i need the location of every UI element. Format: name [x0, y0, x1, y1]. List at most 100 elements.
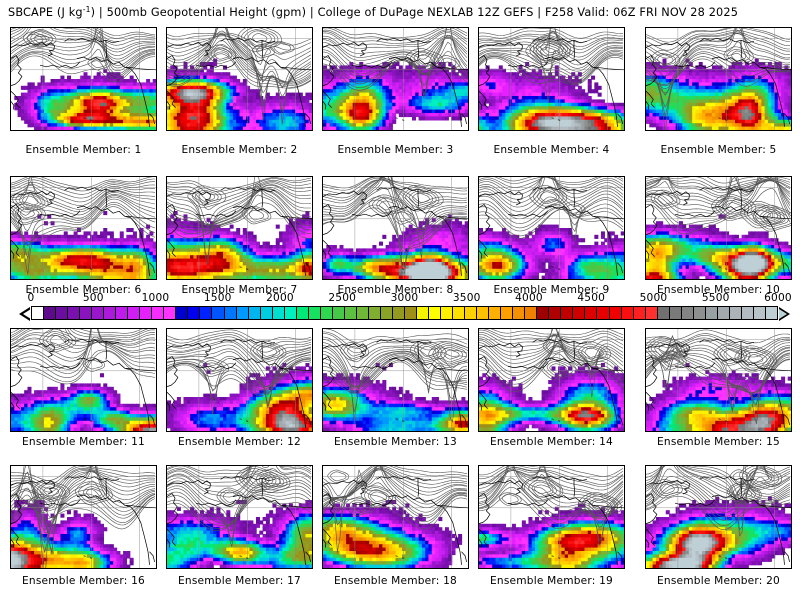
ensemble-panel-14[interactable]: Ensemble Member: 14: [478, 328, 625, 452]
colorbar-tick-3500: 3500: [452, 292, 481, 304]
coastlines: [479, 186, 624, 276]
ensemble-panel-label-7: Ensemble Member: 7: [181, 284, 298, 296]
ensemble-panel-10[interactable]: Ensemble Member: 10: [645, 176, 792, 300]
colorbar-swatch-37: [477, 307, 490, 319]
height-contours: [167, 329, 312, 415]
coastlines: [479, 475, 624, 565]
ensemble-map-18: [322, 465, 469, 569]
ensemble-panel-18[interactable]: Ensemble Member: 18: [322, 465, 469, 589]
colorbar-swatch-45: [573, 307, 586, 319]
ensemble-panel-9[interactable]: Ensemble Member: 9: [478, 176, 625, 300]
colorbar-tick-500: 500: [82, 292, 104, 304]
ensemble-map-10: [645, 176, 792, 280]
colorbar-swatch-49: [621, 307, 634, 319]
colorbar-swatch-56: [705, 307, 718, 319]
colorbar-swatch-43: [549, 307, 562, 319]
coastlines: [479, 37, 624, 127]
coastlines: [646, 37, 791, 127]
ensemble-panel-20[interactable]: Ensemble Member: 20: [645, 465, 792, 589]
colorbar-swatch-38: [489, 307, 502, 319]
ensemble-panel-3[interactable]: Ensemble Member: 3: [322, 27, 469, 156]
ensemble-panel-label-13: Ensemble Member: 13: [334, 436, 457, 448]
colorbar-swatch-15: [212, 307, 225, 319]
colorbar-swatch-42: [537, 307, 550, 319]
ensemble-panel-4[interactable]: Ensemble Member: 4: [478, 27, 625, 156]
ensemble-map-7: [166, 176, 313, 280]
ensemble-map-15: [645, 328, 792, 432]
colorbar-swatch-55: [693, 307, 706, 319]
colorbar-swatch-32: [417, 307, 430, 319]
ensemble-panel-label-3: Ensemble Member: 3: [337, 144, 454, 156]
height-contours: [323, 466, 468, 552]
cape-shading: [167, 363, 312, 431]
ensemble-map-6: [10, 176, 157, 280]
ensemble-map-13: [322, 328, 469, 432]
ensemble-panel-19[interactable]: Ensemble Member: 19: [478, 465, 625, 589]
colorbar-swatch-25: [332, 307, 345, 319]
coastlines: [479, 338, 624, 428]
ensemble-panel-15[interactable]: Ensemble Member: 15: [645, 328, 792, 452]
ensemble-panel-1[interactable]: Ensemble Member: 1: [10, 27, 157, 156]
ensemble-panel-label-16: Ensemble Member: 16: [22, 575, 145, 587]
ensemble-panel-16[interactable]: Ensemble Member: 16: [10, 465, 157, 589]
ensemble-panel-13[interactable]: Ensemble Member: 13: [322, 328, 469, 452]
colorbar-swatch-6: [104, 307, 117, 319]
cape-shading: [646, 363, 791, 431]
colorbar-swatch-9: [140, 307, 153, 319]
colorbar-swatch-8: [128, 307, 141, 319]
ensemble-map-12: [166, 328, 313, 432]
colorbar-swatch-60: [753, 307, 766, 319]
page-title: SBCAPE (J kg-1) | 500mb Geopotential Hei…: [8, 5, 739, 19]
ensemble-panel-5[interactable]: Ensemble Member: 5: [645, 27, 792, 156]
ensemble-panel-label-17: Ensemble Member: 17: [178, 575, 301, 587]
colorbar-swatch-11: [164, 307, 177, 319]
colorbar-swatch-35: [453, 307, 466, 319]
ensemble-map-8: [322, 176, 469, 280]
ensemble-map-20: [645, 465, 792, 569]
colorbar-swatch-53: [669, 307, 682, 319]
cape-shading: [11, 211, 156, 279]
cape-shading: [646, 214, 791, 279]
ensemble-panel-7[interactable]: Ensemble Member: 7: [166, 176, 313, 300]
height-contours: [11, 177, 156, 275]
colorbar-swatch-4: [80, 307, 93, 319]
coastlines: [11, 37, 156, 127]
colorbar-tick-5000: 5000: [639, 292, 668, 304]
colorbar-swatch-7: [116, 307, 129, 319]
colorbar-swatch-34: [441, 307, 454, 319]
coastlines: [11, 338, 156, 428]
colorbar-swatch-52: [657, 307, 670, 319]
ensemble-panel-label-14: Ensemble Member: 14: [490, 436, 613, 448]
colorbar-swatch-54: [681, 307, 694, 319]
ensemble-map-2: [166, 27, 313, 131]
colorbar-swatch-1: [44, 307, 57, 319]
colorbar-swatch-61: [765, 307, 777, 319]
ensemble-panel-2[interactable]: Ensemble Member: 2: [166, 27, 313, 156]
ensemble-map-19: [478, 465, 625, 569]
ensemble-panel-8[interactable]: Ensemble Member: 8: [322, 176, 469, 300]
colorbar-swatch-13: [188, 307, 201, 319]
ensemble-panel-label-5: Ensemble Member: 5: [660, 144, 777, 156]
colorbar-swatch-59: [741, 307, 754, 319]
coastlines: [167, 37, 312, 127]
colorbar-swatch-47: [597, 307, 610, 319]
colorbar-swatch-26: [344, 307, 357, 319]
colorbar-swatch-3: [68, 307, 81, 319]
colorbar-swatch-27: [356, 307, 369, 319]
colorbar-swatch-46: [585, 307, 598, 319]
colorbar-swatch-41: [525, 307, 538, 319]
colorbar-swatch-40: [513, 307, 526, 319]
height-contours: [646, 177, 791, 235]
ensemble-map-4: [478, 27, 625, 131]
ensemble-panel-label-9: Ensemble Member: 9: [493, 284, 610, 296]
ensemble-panel-6[interactable]: Ensemble Member: 6: [10, 176, 157, 300]
colorbar-swatch-39: [501, 307, 514, 319]
colorbar-tick-0: 0: [27, 292, 35, 304]
coastlines: [646, 475, 791, 565]
height-contours: [167, 177, 312, 265]
colorbar-swatch-48: [609, 307, 622, 319]
ensemble-panel-12[interactable]: Ensemble Member: 12: [166, 328, 313, 452]
ensemble-panel-17[interactable]: Ensemble Member: 17: [166, 465, 313, 589]
ensemble-panel-label-19: Ensemble Member: 19: [490, 575, 613, 587]
ensemble-panel-11[interactable]: Ensemble Member: 11: [10, 328, 157, 452]
